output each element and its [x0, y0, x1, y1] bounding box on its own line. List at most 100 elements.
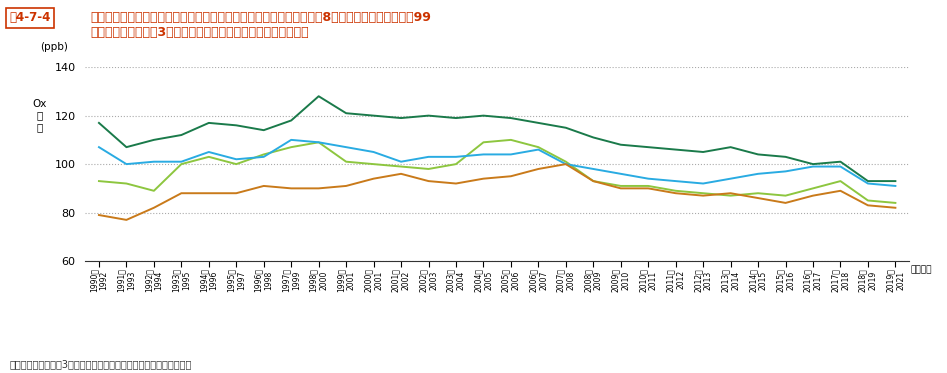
- 阪神地域: [93, 145, 104, 150]
- 東海地域: [478, 140, 490, 144]
- 福岡・山口地域: [616, 186, 627, 191]
- 阪神地域: [367, 150, 379, 154]
- 東海地域: [93, 179, 104, 183]
- 東海地域: [121, 181, 133, 186]
- 福岡・山口地域: [670, 191, 682, 195]
- 東海地域: [231, 162, 242, 166]
- 関東地域: [890, 179, 902, 183]
- 阪神地域: [258, 154, 270, 159]
- 福岡・山口地域: [286, 186, 297, 191]
- 福岡・山口地域: [780, 201, 792, 205]
- 関東地域: [258, 128, 270, 132]
- 東海地域: [780, 193, 792, 198]
- 関東地域: [121, 145, 133, 150]
- 関東地域: [204, 121, 215, 125]
- 福岡・山口地域: [422, 179, 434, 183]
- 関東地域: [286, 118, 297, 123]
- 関東地域: [725, 145, 737, 150]
- 阪神地域: [643, 176, 654, 181]
- 阪神地域: [780, 169, 792, 173]
- 阪神地域: [121, 162, 133, 166]
- 関東地域: [561, 125, 572, 130]
- 東海地域: [506, 138, 517, 142]
- 関東地域: [863, 179, 874, 183]
- 関東地域: [616, 142, 627, 147]
- 福岡・山口地域: [148, 206, 159, 210]
- 東海地域: [863, 198, 874, 203]
- 関東地域: [697, 150, 708, 154]
- Text: （年度）: （年度）: [911, 265, 932, 274]
- 阪神地域: [725, 176, 737, 181]
- 福岡・山口地域: [204, 191, 215, 195]
- 福岡・山口地域: [313, 186, 324, 191]
- Line: 阪神地域: 阪神地域: [98, 140, 896, 186]
- 東海地域: [258, 152, 270, 157]
- Text: 図4-7-4: 図4-7-4: [9, 11, 51, 24]
- 福岡・山口地域: [451, 181, 462, 186]
- 阪神地域: [697, 181, 708, 186]
- 阪神地域: [752, 172, 763, 176]
- 阪神地域: [341, 145, 352, 150]
- 東海地域: [367, 162, 379, 166]
- 阪神地域: [148, 159, 159, 164]
- 福岡・山口地域: [697, 193, 708, 198]
- Line: 関東地域: 関東地域: [98, 96, 896, 181]
- Text: 光化学オキシダント濃度の長期的な改善傾向を評価するための指標（8時間値の日最高値の年間99
パーセンタイル値の3年平均値）を用いた域内最高値の経年変化: 光化学オキシダント濃度の長期的な改善傾向を評価するための指標（8時間値の日最高値…: [90, 11, 431, 39]
- 関東地域: [506, 116, 517, 120]
- 東海地域: [561, 159, 572, 164]
- 阪神地域: [176, 159, 188, 164]
- 阪神地域: [478, 152, 490, 157]
- 阪神地域: [231, 157, 242, 162]
- 阪神地域: [506, 152, 517, 157]
- 福岡・山口地域: [643, 186, 654, 191]
- 福岡・山口地域: [752, 196, 763, 200]
- 関東地域: [670, 147, 682, 152]
- 阪神地域: [451, 154, 462, 159]
- 福岡・山口地域: [121, 217, 133, 222]
- 福岡・山口地域: [890, 206, 902, 210]
- 阪神地域: [616, 172, 627, 176]
- 関東地域: [93, 121, 104, 125]
- 関東地域: [752, 152, 763, 157]
- 福岡・山口地域: [176, 191, 188, 195]
- 阪神地域: [422, 154, 434, 159]
- 東海地域: [422, 167, 434, 171]
- 東海地域: [313, 140, 324, 144]
- 東海地域: [396, 164, 407, 169]
- 関東地域: [231, 123, 242, 128]
- 関東地域: [422, 113, 434, 118]
- 関東地域: [148, 138, 159, 142]
- 阪神地域: [561, 162, 572, 166]
- 福岡・山口地域: [561, 162, 572, 166]
- 東海地域: [835, 179, 847, 183]
- 福岡・山口地域: [807, 193, 818, 198]
- 福岡・山口地域: [341, 184, 352, 188]
- 関東地域: [835, 159, 847, 164]
- 関東地域: [367, 113, 379, 118]
- 関東地域: [176, 133, 188, 137]
- 関東地域: [451, 116, 462, 120]
- 東海地域: [643, 184, 654, 188]
- 東海地域: [752, 191, 763, 195]
- 関東地域: [478, 113, 490, 118]
- 東海地域: [204, 154, 215, 159]
- 東海地域: [807, 186, 818, 191]
- 東海地域: [451, 162, 462, 166]
- 阪神地域: [835, 164, 847, 169]
- 阪神地域: [204, 150, 215, 154]
- 阪神地域: [890, 184, 902, 188]
- 東海地域: [697, 191, 708, 195]
- 阪神地域: [396, 159, 407, 164]
- 関東地域: [780, 154, 792, 159]
- 東海地域: [286, 145, 297, 150]
- Line: 東海地域: 東海地域: [98, 140, 896, 203]
- 関東地域: [341, 111, 352, 115]
- 阪神地域: [313, 140, 324, 144]
- 東海地域: [587, 179, 599, 183]
- 関東地域: [807, 162, 818, 166]
- Text: Ox
濃
度: Ox 濃 度: [33, 99, 47, 132]
- Text: 資料：環境省「令和3年度大気汚染状況について（報道発表資料）」: 資料：環境省「令和3年度大気汚染状況について（報道発表資料）」: [9, 359, 192, 369]
- 阪神地域: [863, 181, 874, 186]
- 東海地域: [176, 162, 188, 166]
- 福岡・山口地域: [506, 174, 517, 179]
